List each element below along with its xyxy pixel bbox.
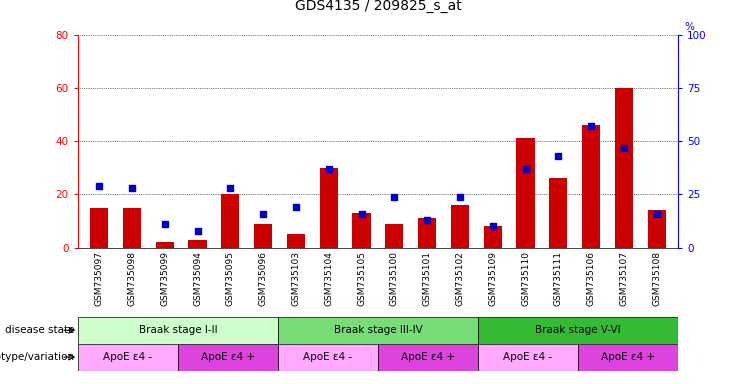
Bar: [478, 317, 678, 344]
Point: [257, 210, 269, 217]
Point: [225, 185, 236, 191]
Text: GSM735103: GSM735103: [291, 251, 300, 306]
Point: [192, 228, 204, 234]
Text: GSM735105: GSM735105: [357, 251, 366, 306]
Bar: [484, 227, 502, 248]
Bar: [278, 317, 478, 344]
Bar: [254, 224, 272, 248]
Bar: [222, 194, 239, 248]
Text: ApoE ε4 +: ApoE ε4 +: [201, 352, 255, 362]
Text: %: %: [684, 22, 694, 32]
Bar: [156, 242, 173, 248]
Text: GSM735102: GSM735102: [456, 251, 465, 306]
Text: ApoE ε4 -: ApoE ε4 -: [503, 352, 553, 362]
Bar: [549, 179, 568, 248]
Text: disease state: disease state: [4, 325, 74, 335]
Text: Braak stage I-II: Braak stage I-II: [139, 325, 217, 335]
Text: GSM735098: GSM735098: [127, 251, 136, 306]
Bar: [582, 125, 600, 248]
Text: GSM735108: GSM735108: [652, 251, 661, 306]
Text: GDS4135 / 209825_s_at: GDS4135 / 209825_s_at: [294, 0, 462, 13]
Text: GSM735104: GSM735104: [325, 251, 333, 306]
Text: GSM735110: GSM735110: [521, 251, 530, 306]
Bar: [378, 344, 478, 371]
Text: Braak stage V-VI: Braak stage V-VI: [535, 325, 621, 335]
Point: [454, 194, 466, 200]
Text: GSM735095: GSM735095: [226, 251, 235, 306]
Bar: [615, 88, 633, 248]
Point: [159, 221, 170, 227]
Point: [519, 166, 531, 172]
Bar: [178, 344, 278, 371]
Text: ApoE ε4 -: ApoE ε4 -: [103, 352, 153, 362]
Point: [618, 144, 630, 151]
Bar: [278, 344, 378, 371]
Point: [585, 123, 597, 129]
Text: GSM735106: GSM735106: [587, 251, 596, 306]
Point: [651, 210, 662, 217]
Bar: [418, 218, 436, 248]
Bar: [578, 344, 678, 371]
Text: ApoE ε4 +: ApoE ε4 +: [401, 352, 455, 362]
Bar: [78, 344, 178, 371]
Bar: [516, 139, 534, 248]
Text: GSM735109: GSM735109: [488, 251, 497, 306]
Bar: [287, 234, 305, 248]
Point: [126, 185, 138, 191]
Point: [93, 183, 105, 189]
Bar: [123, 208, 141, 248]
Point: [290, 204, 302, 210]
Text: GSM735099: GSM735099: [160, 251, 169, 306]
Bar: [319, 168, 338, 248]
Text: GSM735096: GSM735096: [259, 251, 268, 306]
Point: [323, 166, 335, 172]
Text: GSM735101: GSM735101: [422, 251, 431, 306]
Text: GSM735094: GSM735094: [193, 251, 202, 306]
Text: GSM735111: GSM735111: [554, 251, 563, 306]
Bar: [78, 317, 278, 344]
Bar: [451, 205, 469, 248]
Text: GSM735107: GSM735107: [619, 251, 628, 306]
Text: genotype/variation: genotype/variation: [0, 352, 74, 362]
Bar: [648, 210, 665, 248]
Bar: [478, 344, 578, 371]
Text: ApoE ε4 +: ApoE ε4 +: [601, 352, 655, 362]
Text: GSM735100: GSM735100: [390, 251, 399, 306]
Text: GSM735097: GSM735097: [95, 251, 104, 306]
Bar: [90, 208, 108, 248]
Bar: [353, 213, 370, 248]
Bar: [385, 224, 403, 248]
Point: [552, 153, 564, 159]
Point: [356, 210, 368, 217]
Bar: [188, 240, 207, 248]
Text: ApoE ε4 -: ApoE ε4 -: [303, 352, 353, 362]
Text: Braak stage III-IV: Braak stage III-IV: [333, 325, 422, 335]
Point: [388, 194, 400, 200]
Point: [487, 223, 499, 230]
Point: [421, 217, 433, 223]
